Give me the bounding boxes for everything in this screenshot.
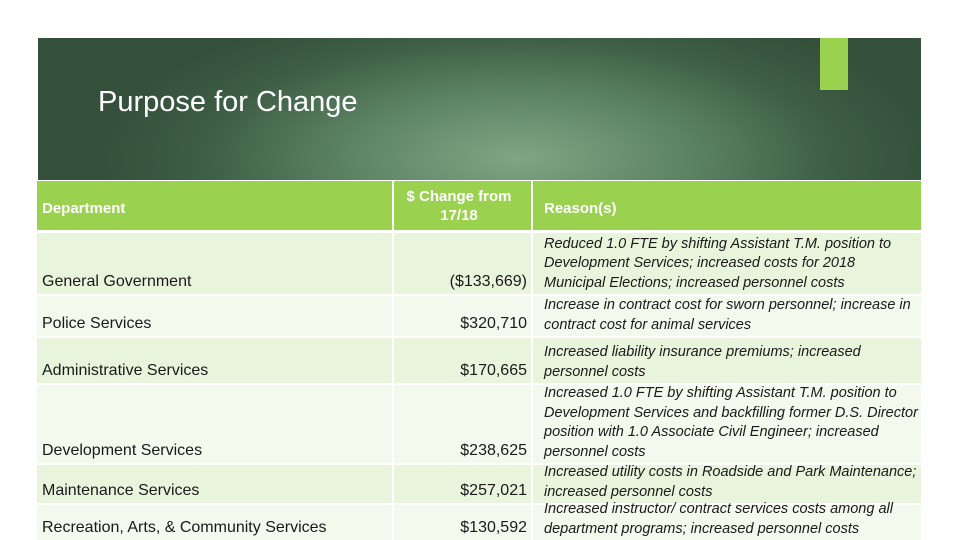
table-row: General Government ($133,669) Reduced 1.… [37, 233, 921, 294]
row-change: $257,021 [460, 482, 527, 499]
row-department: General Government [42, 273, 192, 290]
row-reason: Increased liability insurance premiums; … [544, 344, 861, 380]
table-row: Recreation, Arts, & Community Services $… [37, 501, 921, 540]
accent-bar [820, 38, 848, 90]
header-change-cell: $ Change from 17/18 [394, 181, 531, 230]
header-change: $ Change from 17/18 [406, 188, 512, 224]
header-reasons: Reason(s) [544, 199, 617, 217]
title-banner [38, 38, 921, 180]
row-change: ($133,669) [449, 273, 527, 290]
row-department: Police Services [42, 315, 152, 332]
row-change: $320,710 [460, 315, 527, 332]
row-change: $130,592 [460, 519, 527, 536]
table-row: Police Services $320,710 Increase in con… [37, 296, 921, 336]
row-department: Development Services [42, 442, 203, 459]
header-department-cell: Department [37, 181, 392, 230]
row-reason: Increased utility costs in Roadside and … [544, 464, 917, 500]
slide-title: Purpose for Change [98, 86, 358, 118]
row-change: $170,665 [460, 362, 527, 379]
header-reasons-cell: Reason(s) [533, 181, 921, 230]
table-row: Maintenance Services $257,021 Increased … [37, 464, 921, 503]
row-department: Maintenance Services [42, 482, 200, 499]
table-row: Administrative Services $170,665 Increas… [37, 338, 921, 383]
row-reason: Reduced 1.0 FTE by shifting Assistant T.… [544, 235, 892, 291]
header-department: Department [42, 200, 126, 217]
row-reason: Increase in contract cost for sworn pers… [544, 297, 911, 333]
row-department: Recreation, Arts, & Community Services [42, 519, 327, 536]
table-row: Development Services $238,625 Increased … [37, 385, 921, 463]
table-header-row: Department $ Change from 17/18 Reason(s) [37, 181, 921, 230]
row-reason: Increased 1.0 FTE by shifting Assistant … [544, 385, 918, 460]
row-change: $238,625 [460, 442, 527, 459]
row-reason: Increased instructor/ contract services … [544, 501, 893, 537]
row-department: Administrative Services [42, 362, 209, 379]
